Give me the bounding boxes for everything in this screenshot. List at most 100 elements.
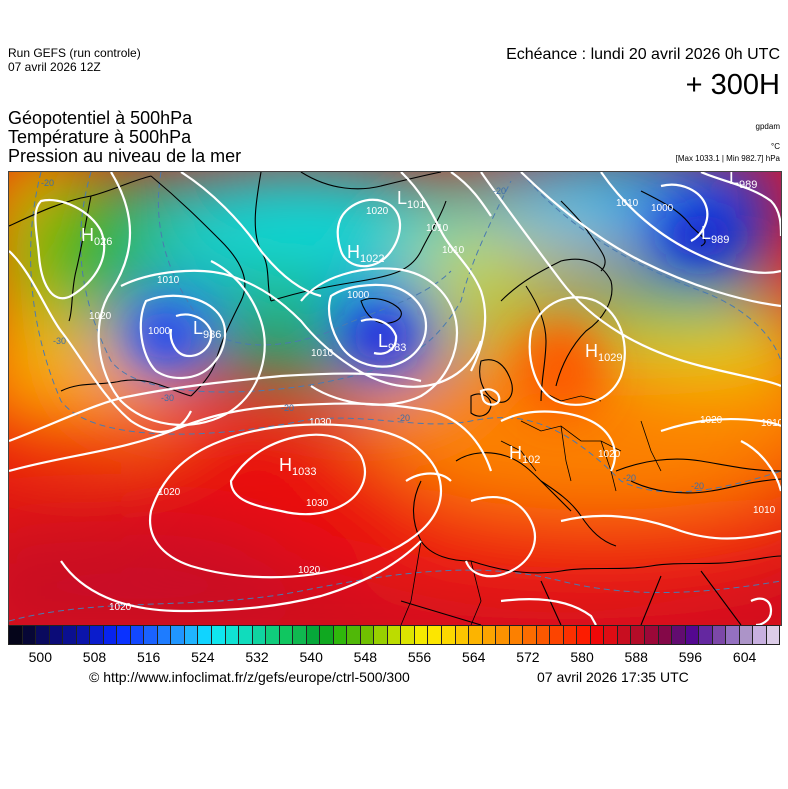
- colorbar-cell: [333, 626, 348, 644]
- isobars: [9, 172, 781, 625]
- colorbar-cell: [293, 626, 307, 644]
- isotherm-label: -30: [161, 393, 174, 403]
- colorbar-cell: [726, 626, 740, 644]
- colorbar-cell: [469, 626, 483, 644]
- colorbar-cell: [604, 626, 618, 644]
- run-title: Run GEFS (run controle): [8, 46, 141, 60]
- weather-map-canvas: H026L986L101H1022L983L989L989H1029H1033H…: [9, 172, 781, 625]
- colorbar-cell: [699, 626, 713, 644]
- colorbar-cell: [171, 626, 185, 644]
- isobar-label: 1030: [306, 498, 329, 509]
- colorbar-cell: [225, 626, 240, 644]
- colorbar-tick-label: 588: [624, 649, 648, 665]
- colorbar-tick-label: 500: [28, 649, 52, 665]
- colorbar-tick-label: 516: [136, 649, 161, 665]
- colorbar-tick-label: 548: [353, 649, 378, 665]
- colorbar-tick-label: 604: [732, 649, 757, 665]
- isobar-label: 1020: [366, 206, 389, 217]
- weather-map: H026 L986 L101 H1022 L983 L989 L989 H1029 H1033 H…: [8, 171, 782, 626]
- colorbar-cell: [184, 626, 199, 644]
- isobar-label: 1020: [89, 311, 112, 322]
- isobar-label: 1010: [753, 505, 776, 516]
- isobar-label: 1010: [761, 418, 781, 429]
- colorbar-cell: [347, 626, 361, 644]
- forecast-hour: + 300H: [685, 69, 780, 101]
- colorbar-cell: [658, 626, 673, 644]
- colorbar-cell: [672, 626, 686, 644]
- isobar-label: 1030: [309, 417, 332, 428]
- colorbar-cell: [523, 626, 537, 644]
- colorbar-cell: [442, 626, 456, 644]
- isobar-label: 1000: [148, 326, 171, 337]
- colorbar-cell: [198, 626, 212, 644]
- colorbar-cell: [239, 626, 253, 644]
- generation-timestamp: 07 avril 2026 17:35 UTC: [537, 669, 689, 685]
- colorbar-cell: [644, 626, 659, 644]
- colorbar-tick-label: 564: [462, 649, 486, 665]
- colorbar-tick-label: 540: [299, 649, 323, 665]
- isobar-label: 1010: [311, 348, 334, 359]
- colorbar-cell: [712, 626, 727, 644]
- unit-geopotential: gpdam: [755, 122, 780, 131]
- colorbar-cell: [360, 626, 375, 644]
- colorbar-cell: [550, 626, 564, 644]
- isobar-label: 1020: [109, 602, 132, 613]
- isobar-labels: 1020 1010 1000 1020 1010 1010 1000 1010 1010 1000…: [89, 198, 781, 613]
- colorbar-cell: [76, 626, 91, 644]
- colorbar-cell: [685, 626, 700, 644]
- isotherm-label: -30: [53, 336, 66, 346]
- isotherm-label: -20: [281, 403, 294, 413]
- colorbar-cell: [266, 626, 280, 644]
- forecast-valid-time: Echéance : lundi 20 avril 2026 0h UTC: [506, 46, 780, 63]
- isobar-label: 1020: [158, 487, 181, 498]
- colorbar-cell: [130, 626, 145, 644]
- colorbar-cell: [509, 626, 524, 644]
- colorbar-cell: [631, 626, 645, 644]
- colorbar-cell: [117, 626, 131, 644]
- colorbar-cell: [22, 626, 37, 644]
- colorbar-cell: [536, 626, 551, 644]
- isobar-label: 1010: [442, 245, 465, 256]
- colorbar-cell: [144, 626, 158, 644]
- colorbar-cell: [103, 626, 118, 644]
- isobar-label: 1010: [616, 198, 639, 209]
- colorbar-cell: [753, 626, 767, 644]
- colorbar-tick-label: 524: [191, 649, 215, 665]
- coastlines: [9, 172, 781, 625]
- colorbar-cell: [252, 626, 267, 644]
- colorbar-cell: [766, 626, 780, 644]
- colorbar-cell: [374, 626, 388, 644]
- colorbar-cell: [157, 626, 172, 644]
- isobar-label: 1020: [598, 449, 621, 460]
- colorbar-tick-label: 572: [516, 649, 540, 665]
- colorbar-cell: [320, 626, 334, 644]
- colorbar-cell: [563, 626, 578, 644]
- colorbar-cell: [577, 626, 591, 644]
- colorbar-tick-label: 532: [245, 649, 269, 665]
- isotherm-label: -20: [691, 481, 704, 491]
- isotherm-label: -20: [493, 186, 506, 196]
- colorbar-cell: [496, 626, 510, 644]
- colorbar-cell: [455, 626, 470, 644]
- isotherm-label: -20: [41, 178, 54, 188]
- unit-pressure-range: [Max 1033.1 | Min 982.7] hPa: [675, 154, 780, 163]
- isobar-label: 1020: [700, 415, 723, 426]
- colorbar-cell: [428, 626, 442, 644]
- colorbar-tick-label: 580: [570, 649, 594, 665]
- isobar-label: 1020: [298, 565, 321, 576]
- isobar-label: 1010: [157, 275, 180, 286]
- colorbar-cell: [63, 626, 77, 644]
- colorbar-tick-label: 556: [407, 649, 432, 665]
- unit-temperature: °C: [771, 142, 780, 151]
- colorbar-cell: [36, 626, 50, 644]
- run-date: 07 avril 2026 12Z: [8, 60, 101, 74]
- isobar-label: 1000: [347, 290, 370, 301]
- isobar-label: 1010: [426, 223, 449, 234]
- temperature-labels: -20 -30 -30 -20 -20 -20 -20 -20: [41, 178, 704, 491]
- layer-title-geopotential: Géopotentiel à 500hPa: [8, 108, 193, 128]
- colorbar-cell: [387, 626, 402, 644]
- colorbar-cell: [211, 626, 226, 644]
- source-url[interactable]: © http://www.infoclimat.fr/z/gefs/europe…: [89, 669, 410, 685]
- colorbar-cell: [279, 626, 294, 644]
- colorbar-cell: [9, 626, 23, 644]
